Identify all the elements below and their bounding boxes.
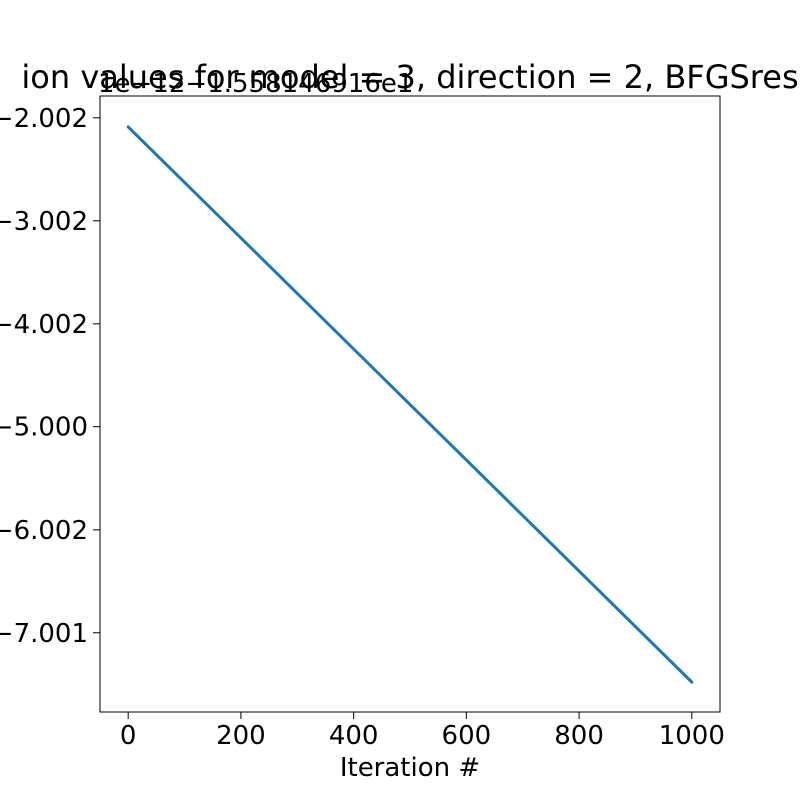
y-axis-offset-label: 1e−12−1.558146916e1 [98, 69, 413, 99]
series-layer [126, 125, 694, 684]
series-line-0 [126, 125, 694, 684]
x-tick-label: 200 [216, 721, 266, 751]
x-tick-label: 1000 [659, 721, 725, 751]
y-tick-label: −2.002 [0, 104, 88, 134]
y-tick-label: −7.001 [0, 619, 88, 649]
plot-area-frame [99, 95, 721, 713]
y-tick-label: −4.002 [0, 310, 88, 340]
x-tick-label: 0 [120, 721, 137, 751]
chart-title: ion values for model = 3, direction = 2,… [21, 58, 798, 96]
x-axis-ticks: 0 200 400 600 800 1000 [120, 712, 725, 751]
x-tick-label: 800 [554, 721, 604, 751]
x-axis-label: Iteration # [340, 753, 480, 783]
x-tick-label: 600 [442, 721, 492, 751]
x-tick-label: 400 [329, 721, 379, 751]
y-tick-label: −6.002 [0, 516, 88, 546]
y-axis-ticks: −2.002 −3.002 −4.002 −5.000 −6.002 −7.001 [0, 104, 100, 649]
y-tick-label: −5.000 [0, 413, 88, 443]
y-tick-label: −3.002 [0, 207, 88, 237]
